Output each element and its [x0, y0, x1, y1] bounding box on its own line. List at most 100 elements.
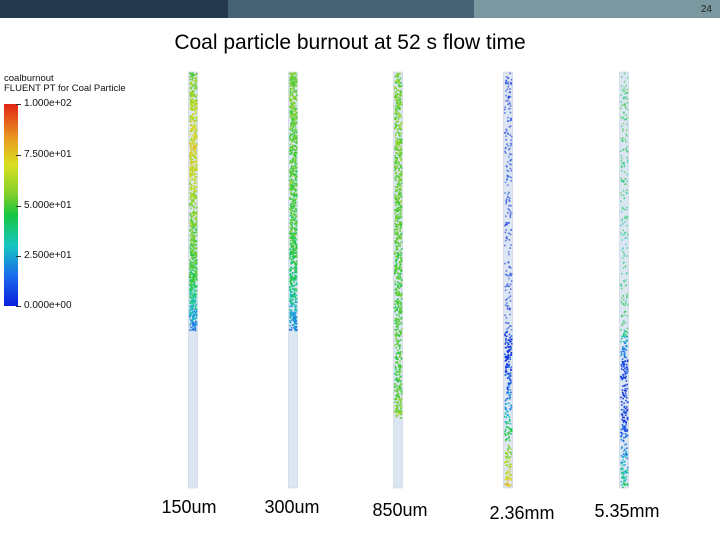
particle-mark [623, 261, 625, 263]
particle-mark [509, 283, 512, 286]
particle-mark [505, 316, 508, 319]
particle-mark [394, 344, 396, 346]
particle-mark [189, 276, 192, 279]
particle-mark [190, 137, 193, 140]
particle-mark [625, 294, 628, 297]
particle-mark [504, 371, 507, 373]
particle-mark [400, 408, 402, 410]
particle-mark [194, 254, 196, 256]
colorbar-tick: 1.000e+02 [16, 98, 72, 109]
particle-mark [509, 325, 511, 327]
particle-mark [508, 350, 511, 352]
particle-mark [625, 428, 627, 431]
particle-mark [400, 149, 403, 152]
particle-mark [506, 305, 508, 307]
particle-mark [510, 338, 513, 341]
particle-mark [622, 130, 624, 132]
particle-mark [504, 147, 507, 150]
particle-mark [509, 375, 512, 377]
particle-mark [191, 85, 194, 88]
particle-mark [291, 288, 294, 290]
particle-mark [397, 120, 400, 123]
particle-mark [291, 140, 294, 142]
particle-mark [621, 117, 624, 120]
particle-mark [506, 350, 509, 353]
particle-mark [399, 387, 401, 389]
particle-mark [506, 82, 508, 84]
particle-mark [295, 149, 298, 151]
particle-mark [394, 319, 396, 322]
particle-mark [504, 433, 507, 436]
particle-mark [504, 430, 506, 433]
particle-mark [394, 356, 397, 358]
particle-mark [397, 185, 400, 188]
particle-mark [621, 157, 624, 160]
particle-mark [620, 283, 622, 286]
particle-mark [399, 101, 402, 103]
particle-mark [397, 275, 399, 278]
particle-mark [504, 406, 507, 409]
particle-mark [294, 199, 296, 202]
particle-mark [189, 160, 192, 163]
particle-mark [394, 177, 396, 180]
particle-mark [624, 96, 627, 98]
particle-mark [195, 224, 198, 226]
particle-mark [510, 448, 513, 450]
particle-mark [400, 236, 403, 239]
particle-mark [293, 206, 296, 208]
particle-mark [292, 144, 294, 147]
particle-mark [289, 149, 291, 152]
particle-mark [400, 260, 403, 262]
particle-mark [396, 165, 399, 168]
particle-mark [396, 99, 398, 102]
particle-mark [398, 84, 401, 86]
particle-mark [507, 77, 510, 80]
particle-mark [395, 162, 397, 165]
particle-mark [400, 139, 403, 141]
particle-mark [291, 274, 293, 277]
particle-mark [397, 285, 399, 287]
particle-mark [394, 270, 396, 272]
particle-mark [290, 311, 293, 314]
particle-mark [192, 244, 195, 247]
particle-mark [398, 167, 400, 170]
particle-mark [623, 483, 625, 485]
particle-mark [292, 232, 295, 234]
particle-mark [507, 175, 509, 177]
particle-mark [507, 356, 509, 358]
particle-mark [624, 92, 626, 95]
colorbar-tick: 5.000e+01 [16, 200, 72, 211]
particle-mark [624, 389, 626, 392]
particle-mark [192, 72, 194, 75]
particle-mark [192, 138, 195, 140]
particle-mark [395, 195, 398, 198]
particle-mark [507, 305, 509, 307]
particle-mark [400, 308, 402, 310]
particle-mark [291, 149, 293, 152]
particle-mark [398, 105, 401, 108]
particle-mark [510, 143, 513, 146]
particle-mark [506, 165, 508, 168]
particle-mark [295, 243, 298, 246]
particle-mark [192, 239, 195, 242]
particle-mark [620, 179, 623, 181]
particle-mark [626, 151, 629, 153]
particle-mark [509, 111, 512, 114]
particle-mark [190, 309, 193, 311]
particle-mark [621, 378, 624, 381]
particle-mark [395, 379, 397, 381]
particle-mark [505, 229, 507, 231]
particle-mark [396, 314, 398, 316]
particle-mark [190, 100, 193, 103]
particle-mark [295, 152, 298, 155]
particle-mark [400, 406, 403, 408]
particle-mark [508, 285, 511, 288]
particle-mark [291, 305, 293, 307]
particle-mark [622, 347, 624, 349]
particle-mark [508, 466, 511, 469]
particle-mark [190, 279, 192, 281]
particle-mark [623, 427, 626, 429]
particle-mark [399, 99, 401, 102]
particle-mark [625, 453, 628, 456]
particle-mark [295, 279, 297, 281]
